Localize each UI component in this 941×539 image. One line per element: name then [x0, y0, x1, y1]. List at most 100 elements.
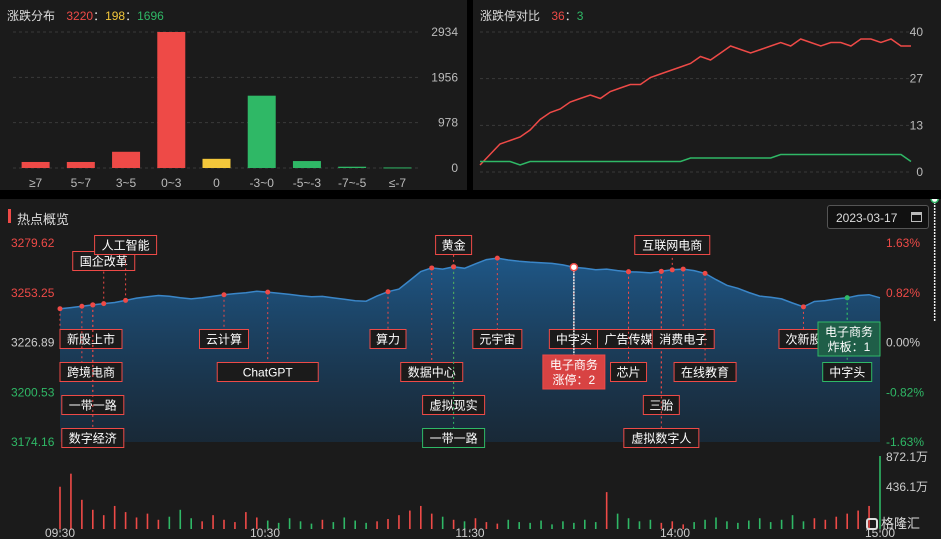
distribution-sep-2: ：: [125, 9, 138, 23]
y-tick-label: 0: [451, 161, 458, 175]
volume-bar: [824, 519, 827, 529]
x-tick-label: 0: [213, 176, 220, 190]
marker-label: 黄金: [442, 238, 466, 253]
distribution-sep-1: ：: [93, 9, 106, 23]
series-line: [480, 153, 912, 166]
y-tick-label-left: 3200.53: [11, 385, 55, 399]
volume-bar: [857, 510, 859, 529]
marker-dot: [429, 265, 435, 271]
bar: [202, 158, 231, 168]
limit-title: 涨跌停对比: [480, 9, 541, 23]
marker-label: 中字头: [556, 332, 592, 347]
x-tick-label: -3~0: [250, 176, 275, 190]
marker-label: 涨停：2: [553, 372, 596, 387]
price-line: [59, 257, 881, 310]
y-tick-label: 13: [910, 118, 924, 132]
volume-bar: [605, 492, 608, 529]
volume-bar: [343, 517, 346, 529]
x-tick-label: -5~-3: [293, 176, 322, 190]
marker-label-box: [435, 235, 473, 255]
y-tick-label-right: -0.82%: [886, 385, 924, 399]
marker-label: 在线教育: [681, 365, 729, 380]
marker-dot: [57, 306, 63, 312]
marker-label: ChatGPT: [243, 366, 294, 380]
marker-label-box: [610, 362, 648, 382]
volume-bar: [737, 522, 739, 529]
volume-tick-label: 872.1万: [886, 450, 928, 464]
y-tick-label: 2934: [431, 25, 458, 39]
y-tick-label: 0: [916, 165, 923, 179]
marker-dot: [265, 289, 271, 295]
marker-label: 芯片: [617, 366, 641, 380]
marker-label-box: [94, 235, 158, 255]
marker-dot: [451, 264, 457, 270]
volume-bar: [398, 515, 400, 529]
volume-bar: [157, 519, 160, 529]
x-tick-label: 5~7: [71, 176, 92, 190]
limit-down-count: 3: [576, 9, 584, 23]
volume-bar: [387, 519, 389, 529]
volume-bar: [507, 519, 510, 529]
limit-up-count: 36: [551, 9, 565, 23]
volume-bar: [223, 519, 225, 529]
volume-bar: [365, 522, 367, 529]
volume-bar: [256, 517, 258, 529]
date-picker[interactable]: 2023-03-17: [827, 205, 929, 229]
x-tick-label: 0~3: [161, 176, 182, 190]
y-tick-label-right: -1.63%: [886, 435, 924, 449]
volume-bar: [102, 515, 105, 529]
y-tick-label-right: 1.63%: [886, 236, 920, 250]
marker-label-box: [400, 362, 464, 382]
volume-bar: [671, 521, 674, 529]
volume-bar: [321, 519, 324, 529]
bar: [66, 161, 95, 168]
x-tick-label: 09:30: [45, 526, 75, 539]
volume-bar: [376, 521, 378, 529]
volume-bar: [616, 513, 619, 529]
y-tick-label-right: 0.82%: [886, 286, 920, 300]
marker-dot: [101, 301, 107, 307]
volume-bar: [124, 512, 127, 529]
volume-bar: [59, 486, 61, 529]
marker-label: 跨境电商: [67, 365, 115, 380]
volume-bar: [758, 518, 761, 529]
y-tick-label-left: 3253.25: [11, 286, 55, 300]
calendar-icon[interactable]: [911, 212, 922, 222]
bar: [112, 151, 141, 168]
distribution-panel: 涨跌分布 3220：198：1696 2934 1956 978 0 ≥7 5~7 3~5 0…: [0, 0, 467, 190]
volume-bar: [420, 505, 422, 529]
marker-label: 人工智能: [102, 238, 150, 253]
volume-bar: [802, 521, 805, 529]
limit-compare-panel: 涨跌停对比 36：3 40 27 13 0: [473, 0, 941, 190]
series-line: [479, 38, 911, 166]
volume-bar: [638, 521, 641, 529]
marker-label-box: [59, 329, 123, 349]
volume-bar: [354, 520, 356, 529]
volume-bar: [452, 519, 455, 529]
marker-label-box: [422, 428, 486, 448]
volume-bar: [879, 456, 881, 529]
y-tick-label-left: 3279.62: [11, 236, 55, 250]
hot-title: 热点概览: [17, 212, 70, 227]
logo-text: 格隆汇: [881, 516, 921, 531]
volume-bar: [234, 522, 236, 529]
marker-label-box: [59, 362, 123, 382]
limit-sep: ：: [564, 9, 577, 23]
x-tick-label: 10:30: [250, 526, 280, 539]
volume-bar: [540, 520, 542, 529]
volume-bar: [726, 521, 728, 529]
marker-dot: [90, 302, 96, 308]
marker-label: 虚拟现实: [430, 398, 478, 413]
volume-bar: [496, 523, 499, 529]
distribution-title: 涨跌分布: [7, 9, 56, 23]
volume-bar: [748, 520, 750, 529]
marker-dot: [800, 304, 806, 310]
distribution-flat-count: 198: [105, 9, 126, 23]
marker-dot: [930, 199, 939, 204]
marker-label: 数字经济: [69, 431, 117, 446]
y-tick-label: 27: [910, 72, 924, 86]
marker-label: 云计算: [206, 332, 242, 347]
volume-bar: [551, 524, 553, 529]
marker-label: 元宇宙: [479, 332, 515, 347]
volume-bar: [463, 521, 466, 529]
